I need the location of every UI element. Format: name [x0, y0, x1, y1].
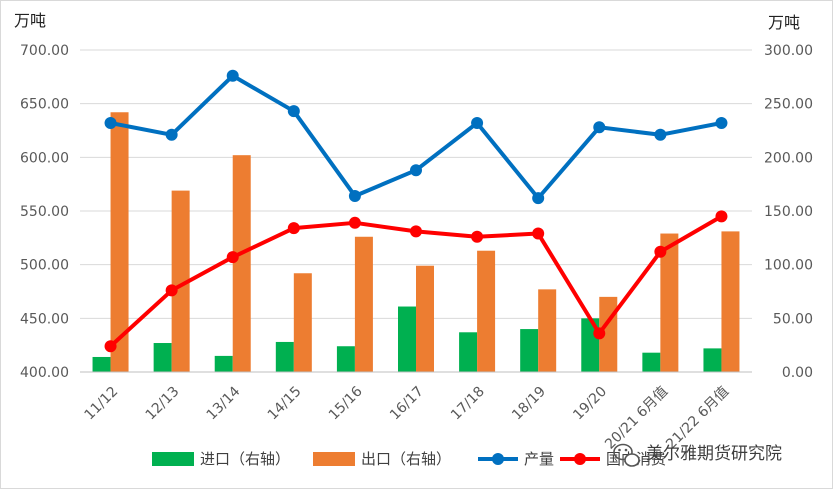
- bar-export: [110, 112, 129, 373]
- left-y-tick-label: 600.00: [20, 150, 69, 166]
- production-point: [226, 69, 239, 82]
- left-y-tick-label: 550.00: [20, 204, 69, 220]
- legend-marker: [492, 453, 504, 465]
- legend-label: 产量: [524, 450, 554, 468]
- consumption-point: [471, 230, 484, 243]
- right-axis-unit: 万吨: [768, 13, 800, 32]
- line-series: [104, 69, 728, 353]
- legend-swatch: [313, 452, 355, 466]
- legend-production: 产量: [478, 450, 554, 468]
- bar-export: [721, 231, 740, 372]
- production-point: [471, 116, 484, 129]
- bar-import: [459, 332, 478, 372]
- bar-import: [703, 348, 722, 372]
- gridlines: [80, 49, 752, 319]
- consumption-point: [348, 216, 361, 229]
- bar-import: [275, 341, 294, 372]
- bar-import: [336, 346, 355, 372]
- right-y-tick-label: 50.00: [773, 311, 813, 327]
- left-y-tick-label: 650.00: [20, 97, 69, 113]
- production-point: [104, 116, 117, 129]
- bar-export: [477, 250, 496, 372]
- consumption-point: [593, 327, 606, 340]
- legend-import: 进口（右轴）: [152, 450, 290, 468]
- production-point: [532, 192, 545, 205]
- bar-import: [153, 343, 172, 372]
- left-y-tick-label: 700.00: [20, 43, 69, 59]
- consumption-point: [104, 340, 117, 353]
- bar-export: [171, 190, 190, 372]
- bar-export: [538, 289, 557, 372]
- left-y-tick-label: 450.00: [20, 311, 69, 327]
- consumption-point: [654, 245, 667, 258]
- bar-export: [354, 236, 373, 372]
- right-y-tick-label: 250.00: [764, 97, 813, 113]
- right-y-tick-label: 150.00: [764, 204, 813, 220]
- bar-import: [398, 306, 416, 372]
- bar-export: [416, 265, 434, 372]
- right-y-tick-label: 200.00: [764, 150, 813, 166]
- bar-import: [520, 329, 539, 372]
- left-axis-unit: 万吨: [14, 11, 46, 30]
- production-point: [410, 164, 422, 177]
- production-point: [348, 189, 361, 202]
- bar-import: [92, 356, 111, 372]
- production-point: [165, 128, 178, 141]
- consumption-point: [532, 227, 545, 240]
- watermark: 美尔雅期货研究院: [613, 443, 782, 467]
- consumption-point: [287, 222, 300, 235]
- legend-label: 出口（右轴）: [361, 450, 451, 468]
- watermark-text: 美尔雅期货研究院: [646, 444, 782, 464]
- bar-import: [214, 355, 233, 372]
- legend: 进口（右轴）出口（右轴）产量国内消费: [152, 450, 666, 468]
- production-point: [715, 116, 728, 129]
- production-point: [287, 105, 300, 118]
- bar-series: [92, 112, 740, 373]
- bar-export: [293, 273, 312, 372]
- left-y-tick-label: 400.00: [20, 365, 69, 381]
- production-point: [654, 128, 667, 141]
- right-y-tick-label: 300.00: [764, 43, 813, 59]
- consumption-point: [226, 251, 239, 264]
- right-y-tick-label: 100.00: [764, 258, 813, 274]
- consumption-point: [715, 210, 728, 223]
- wechat-icon: [613, 443, 640, 467]
- legend-swatch: [152, 452, 194, 466]
- legend-export: 出口（右轴）: [313, 450, 451, 468]
- consumption-point: [410, 225, 422, 238]
- right-y-tick-label: 0.00: [782, 365, 813, 381]
- bar-import: [642, 352, 661, 372]
- bar-export: [660, 233, 679, 372]
- legend-label: 进口（右轴）: [200, 450, 290, 468]
- legend-marker: [574, 453, 586, 465]
- production-point: [593, 121, 606, 134]
- left-y-tick-label: 500.00: [20, 258, 69, 274]
- consumption-point: [165, 284, 178, 297]
- bar-export: [232, 155, 251, 372]
